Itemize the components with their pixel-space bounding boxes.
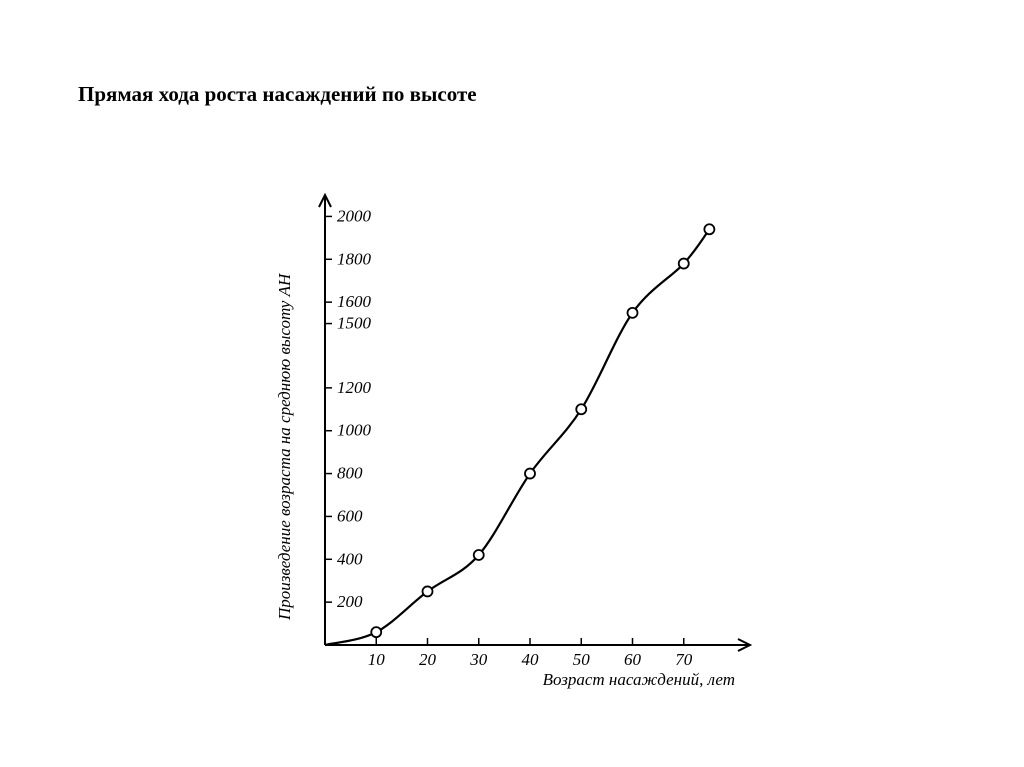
y-tick-label: 1500 (337, 314, 372, 333)
x-tick-label: 30 (469, 650, 488, 669)
y-axis: 200 400 600 800 1000 1200 1500 1600 1800 2000 Про… (275, 195, 372, 645)
x-tick-label: 70 (675, 650, 693, 669)
growth-chart: 200 400 600 800 1000 1200 1500 1600 1800 2000 Про… (255, 175, 765, 700)
data-marker (679, 259, 689, 269)
y-tick-label: 2000 (337, 206, 372, 225)
x-tick-label: 10 (368, 650, 386, 669)
data-marker (576, 404, 586, 414)
x-axis-label: Возраст насаждений, лет (543, 670, 735, 689)
chart-svg: 200 400 600 800 1000 1200 1500 1600 1800 2000 Про… (255, 175, 765, 700)
y-tick-label: 1800 (337, 249, 372, 268)
data-marker (704, 224, 714, 234)
x-tick-label: 40 (522, 650, 540, 669)
y-tick-label: 800 (337, 464, 363, 483)
y-axis-label: Произведение возраста на среднюю высоту … (275, 272, 294, 621)
y-tick-label: 1600 (337, 292, 372, 311)
data-marker (525, 469, 535, 479)
y-tick-label: 200 (337, 592, 363, 611)
y-tick-label: 400 (337, 549, 363, 568)
data-marker (628, 308, 638, 318)
x-tick-label: 50 (573, 650, 591, 669)
y-tick-label: 1000 (337, 421, 372, 440)
data-markers (371, 224, 714, 637)
data-line (325, 229, 709, 645)
data-marker (423, 586, 433, 596)
page-title: Прямая хода роста насаждений по высоте (78, 82, 477, 107)
y-ticks: 200 400 600 800 1000 1200 1500 1600 1800 2000 (325, 206, 372, 611)
data-marker (371, 627, 381, 637)
x-tick-label: 20 (419, 650, 437, 669)
y-tick-label: 1200 (337, 378, 372, 397)
x-axis: 10 20 30 40 50 60 70 Возраст насаждений, лет (325, 638, 750, 689)
data-marker (474, 550, 484, 560)
y-tick-label: 600 (337, 506, 363, 525)
x-ticks: 10 20 30 40 50 60 70 (368, 638, 693, 669)
x-tick-label: 60 (624, 650, 642, 669)
